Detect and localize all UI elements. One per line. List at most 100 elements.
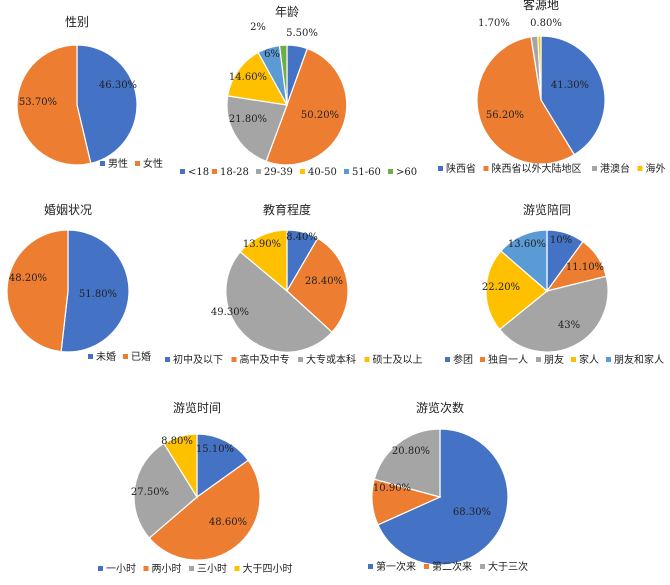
legend-swatch (298, 357, 303, 362)
legend-entry: 29-39 (264, 167, 293, 178)
data-label: 8.40% (286, 232, 318, 243)
legend-entry: 男性 (108, 157, 128, 170)
data-label: 10% (550, 235, 572, 246)
data-label: 6% (264, 49, 280, 60)
legend-entry: 一小时 (106, 563, 136, 575)
chart-title: 性别 (65, 15, 89, 29)
legend-swatch (123, 354, 128, 359)
pie-slice (286, 237, 349, 334)
legend-entry: 陕西省以外大陆地区 (492, 162, 582, 175)
pie-chart-3: 客源地 41.30% 56.20% 1.70% 0.80% 陕西省 陕西省以外大陆地区 港澳台… (438, 0, 666, 175)
legend-swatch (368, 564, 373, 569)
legend-entry: 独自一人 (488, 353, 528, 366)
legend-entry: 第一次来 (376, 560, 416, 573)
legend-entry: 大于四小时 (243, 562, 293, 575)
pie-chart-2: 年龄 5.50% 50.20% 21.80% 14.60% 6% 2% <18 18-28 29-… (180, 5, 417, 178)
data-label: 49.30% (211, 307, 249, 318)
legend-swatch (135, 161, 140, 166)
legend-entry: >60 (396, 167, 417, 178)
data-label: 48.20% (9, 273, 47, 284)
chart-title: 游览次数 (416, 400, 464, 415)
pie-slice (540, 35, 606, 156)
pie-chart-5: 教育程度 8.40% 28.40% 49.30% 13.90% 初中及以下 高中及中专 大专或… (165, 202, 423, 366)
legend-swatch (606, 357, 611, 362)
legend-swatch (344, 169, 349, 174)
legend-entry: 参团 (453, 353, 473, 366)
pie-slice (16, 44, 92, 166)
data-label: 22.20% (482, 282, 520, 293)
chart-title: 年龄 (275, 5, 299, 19)
legend-swatch (256, 169, 261, 174)
legend-entry: 已婚 (131, 350, 151, 363)
pie-slice (225, 250, 333, 353)
pie-slice (226, 95, 288, 163)
pie-slice (163, 433, 198, 500)
data-label: 20.80% (392, 446, 430, 457)
legend-entry: 第二次来 (432, 560, 472, 573)
data-label: 15.10% (196, 444, 234, 455)
data-label: 68.30% (453, 507, 491, 518)
pie-slice (476, 36, 576, 165)
pie-chart-1: 性别 46.30% 53.70% 男性 女性 (16, 15, 163, 170)
legend-swatch (212, 169, 217, 174)
pie-slice (498, 275, 609, 353)
pie-slice (76, 44, 138, 165)
pie-slice (227, 51, 289, 106)
legend-entry: 陕西省 (446, 162, 476, 175)
pie-slice (265, 47, 348, 166)
legend-swatch (388, 169, 393, 174)
legend-entry: 女性 (143, 157, 163, 170)
legend-entry: 40-50 (308, 167, 337, 178)
data-label: 48.60% (209, 517, 247, 528)
pie-chart-6: 游览陪同 10% 11.10% 43% 22.20% 13.60% 参团 独自一人 朋友 家人 朋友… (445, 202, 664, 366)
legend-swatch (536, 357, 541, 362)
data-label: 50.20% (301, 110, 339, 121)
data-label: 46.30% (99, 80, 137, 91)
data-label: 10.90% (373, 483, 411, 494)
data-label: 51.80% (79, 289, 117, 300)
legend-swatch (480, 564, 485, 569)
pie-chart-7: 游览时间 15.10% 48.60% 27.50% 8.80% 一小时 两小时 三小时 大于四小… (98, 400, 293, 575)
pie-slice (60, 229, 130, 353)
legend-swatch (88, 354, 93, 359)
data-label: 2% (250, 22, 266, 33)
legend-swatch (592, 166, 597, 171)
legend-entry: 硕士及以上 (373, 353, 423, 366)
pie-slice (537, 35, 542, 101)
pie-slice (133, 442, 198, 539)
legend-entry: 家人 (579, 353, 599, 366)
data-label: 0.80% (530, 18, 562, 29)
pie-slice (485, 250, 548, 331)
data-label: 41.30% (551, 80, 589, 91)
legend-entry: 朋友和家人 (614, 353, 664, 366)
data-label: 56.20% (486, 110, 524, 121)
data-label: 21.80% (229, 114, 267, 125)
legend-entry: 51-60 (352, 167, 381, 178)
data-label: 8.80% (161, 436, 193, 447)
legend-entry: 港澳台 (600, 162, 630, 175)
chart-title: 游览陪同 (523, 202, 571, 217)
legend-swatch (180, 169, 185, 174)
legend-swatch (300, 169, 305, 174)
legend-swatch (165, 357, 170, 362)
pie-chart-4: 婚姻状况 51.80% 48.20% 未婚 已婚 (6, 202, 151, 363)
legend-swatch (637, 166, 643, 171)
legend-swatch (189, 566, 194, 571)
legend-swatch (571, 357, 576, 362)
chart-title: 游览时间 (173, 400, 221, 415)
legend-entry: 未婚 (96, 350, 116, 363)
legend-entry: 海外 (646, 162, 666, 175)
chart-title: 婚姻状况 (44, 202, 92, 217)
legend-entry: 两小时 (152, 563, 182, 575)
legend-entry: 大于三次 (488, 560, 528, 573)
pie-slice (500, 229, 548, 293)
legend-entry: 18-28 (220, 167, 249, 178)
legend-entry: 朋友 (544, 353, 564, 366)
data-label: 1.70% (478, 18, 510, 29)
legend-swatch (364, 357, 370, 362)
data-label: 14.60% (229, 72, 267, 83)
data-label: 13.60% (508, 239, 546, 250)
data-label: 27.50% (131, 487, 169, 498)
pie-slice (6, 229, 69, 353)
pie-slice (373, 428, 441, 498)
